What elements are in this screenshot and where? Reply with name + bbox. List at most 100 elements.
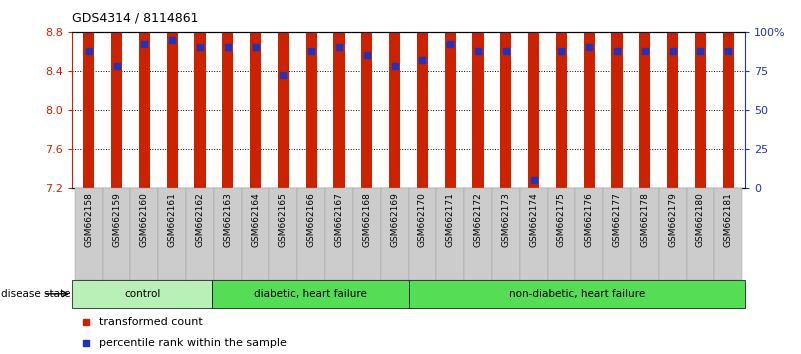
FancyBboxPatch shape bbox=[686, 188, 714, 280]
Point bbox=[83, 48, 95, 53]
Bar bbox=[528, 0, 539, 188]
Point bbox=[666, 48, 679, 53]
Text: GSM662175: GSM662175 bbox=[557, 192, 566, 247]
Point bbox=[610, 48, 623, 53]
Text: GSM662165: GSM662165 bbox=[279, 192, 288, 247]
Bar bbox=[723, 0, 734, 188]
Point bbox=[416, 57, 429, 63]
Text: GSM662171: GSM662171 bbox=[445, 192, 455, 247]
Bar bbox=[584, 0, 595, 188]
Point bbox=[332, 45, 345, 50]
Bar bbox=[361, 0, 372, 188]
FancyBboxPatch shape bbox=[242, 188, 269, 280]
Text: GSM662174: GSM662174 bbox=[529, 192, 538, 247]
FancyBboxPatch shape bbox=[409, 280, 745, 308]
Text: GSM662164: GSM662164 bbox=[251, 192, 260, 247]
Text: GSM662168: GSM662168 bbox=[362, 192, 372, 247]
Point bbox=[249, 45, 262, 50]
FancyBboxPatch shape bbox=[658, 188, 686, 280]
Bar bbox=[83, 0, 95, 188]
Text: percentile rank within the sample: percentile rank within the sample bbox=[99, 338, 287, 348]
Text: GSM662176: GSM662176 bbox=[585, 192, 594, 247]
Bar bbox=[611, 0, 622, 188]
Bar bbox=[695, 0, 706, 188]
FancyBboxPatch shape bbox=[437, 188, 464, 280]
Point bbox=[472, 48, 485, 53]
Bar bbox=[501, 0, 511, 188]
FancyBboxPatch shape bbox=[409, 188, 437, 280]
Point bbox=[138, 41, 151, 47]
Point bbox=[111, 63, 123, 69]
FancyBboxPatch shape bbox=[603, 188, 631, 280]
Point bbox=[305, 48, 318, 53]
Text: diabetic, heart failure: diabetic, heart failure bbox=[254, 289, 367, 299]
Point bbox=[583, 45, 596, 50]
FancyBboxPatch shape bbox=[380, 188, 409, 280]
Text: transformed count: transformed count bbox=[99, 317, 203, 327]
Point bbox=[444, 41, 457, 47]
Text: GSM662161: GSM662161 bbox=[167, 192, 177, 247]
Text: disease state: disease state bbox=[1, 289, 70, 299]
Text: GSM662166: GSM662166 bbox=[307, 192, 316, 247]
Point bbox=[166, 37, 179, 42]
FancyBboxPatch shape bbox=[297, 188, 325, 280]
Point bbox=[555, 48, 568, 53]
Bar bbox=[195, 0, 206, 188]
Bar bbox=[306, 0, 316, 188]
Bar bbox=[639, 0, 650, 188]
FancyBboxPatch shape bbox=[714, 188, 743, 280]
Text: GSM662179: GSM662179 bbox=[668, 192, 677, 247]
FancyBboxPatch shape bbox=[72, 280, 212, 308]
Point bbox=[527, 177, 540, 183]
Bar bbox=[278, 0, 289, 188]
FancyBboxPatch shape bbox=[131, 188, 159, 280]
FancyBboxPatch shape bbox=[212, 280, 409, 308]
FancyBboxPatch shape bbox=[214, 188, 242, 280]
Bar bbox=[417, 0, 428, 188]
Text: GSM662169: GSM662169 bbox=[390, 192, 399, 247]
Point bbox=[194, 45, 207, 50]
Bar bbox=[333, 0, 344, 188]
Bar bbox=[139, 0, 150, 188]
FancyBboxPatch shape bbox=[520, 188, 548, 280]
Bar bbox=[473, 0, 484, 188]
Bar bbox=[667, 0, 678, 188]
Bar bbox=[111, 0, 122, 188]
FancyBboxPatch shape bbox=[159, 188, 186, 280]
Text: GSM662180: GSM662180 bbox=[696, 192, 705, 247]
FancyBboxPatch shape bbox=[103, 188, 131, 280]
Text: GSM662163: GSM662163 bbox=[223, 192, 232, 247]
FancyBboxPatch shape bbox=[464, 188, 492, 280]
FancyBboxPatch shape bbox=[186, 188, 214, 280]
Text: GSM662158: GSM662158 bbox=[84, 192, 93, 247]
FancyBboxPatch shape bbox=[353, 188, 380, 280]
Text: GSM662167: GSM662167 bbox=[335, 192, 344, 247]
Point bbox=[360, 52, 373, 58]
FancyBboxPatch shape bbox=[325, 188, 353, 280]
Text: GSM662178: GSM662178 bbox=[640, 192, 650, 247]
Point bbox=[722, 48, 735, 53]
FancyBboxPatch shape bbox=[631, 188, 658, 280]
Text: control: control bbox=[124, 289, 160, 299]
FancyBboxPatch shape bbox=[269, 188, 297, 280]
Text: GSM662173: GSM662173 bbox=[501, 192, 510, 247]
Bar bbox=[250, 0, 261, 188]
Text: GSM662177: GSM662177 bbox=[613, 192, 622, 247]
Bar bbox=[445, 0, 456, 188]
Text: non-diabetic, heart failure: non-diabetic, heart failure bbox=[509, 289, 645, 299]
Text: GSM662170: GSM662170 bbox=[418, 192, 427, 247]
Bar bbox=[389, 0, 400, 188]
Point bbox=[694, 48, 706, 53]
Text: GSM662162: GSM662162 bbox=[195, 192, 204, 247]
Point bbox=[221, 45, 234, 50]
FancyBboxPatch shape bbox=[575, 188, 603, 280]
Bar bbox=[222, 0, 233, 188]
Text: GSM662172: GSM662172 bbox=[473, 192, 482, 247]
Bar bbox=[167, 0, 178, 188]
Point bbox=[499, 48, 512, 53]
FancyBboxPatch shape bbox=[74, 188, 103, 280]
Text: GDS4314 / 8114861: GDS4314 / 8114861 bbox=[72, 12, 199, 25]
Text: GSM662160: GSM662160 bbox=[140, 192, 149, 247]
FancyBboxPatch shape bbox=[492, 188, 520, 280]
Bar bbox=[556, 0, 567, 188]
